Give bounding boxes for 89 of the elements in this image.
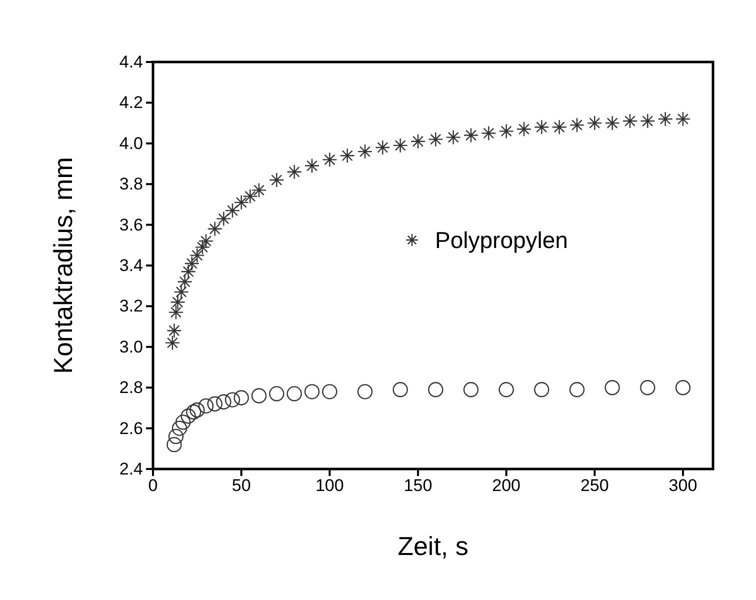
- point: [190, 248, 205, 263]
- y-tick-label: 2.4: [119, 459, 143, 478]
- point: [198, 233, 214, 249]
- point: [234, 194, 249, 210]
- point: [357, 384, 373, 400]
- point: [463, 128, 479, 143]
- y-tick-label: 4.4: [119, 52, 143, 72]
- point: [446, 130, 461, 145]
- point: [168, 304, 184, 320]
- point: [269, 386, 284, 402]
- point: [392, 138, 408, 154]
- point: [164, 335, 180, 350]
- x-tick-label: 300: [668, 476, 698, 496]
- point: [640, 380, 656, 396]
- point: [481, 126, 496, 141]
- point: [322, 384, 338, 400]
- point: [166, 436, 182, 452]
- point: [286, 164, 302, 180]
- point: [184, 256, 200, 272]
- point: [640, 113, 656, 129]
- point: [410, 134, 426, 149]
- point: [251, 388, 267, 404]
- y-tick-label: 2.8: [119, 378, 143, 398]
- point: [198, 398, 214, 414]
- point: [516, 122, 532, 137]
- point: [357, 144, 373, 160]
- y-tick-label: 4.0: [119, 134, 143, 153]
- point: [194, 240, 210, 255]
- point: [587, 115, 602, 131]
- y-tick-label: 3.0: [119, 337, 143, 356]
- point: [392, 382, 408, 398]
- point: [658, 111, 673, 127]
- x-tick-label: 250: [580, 476, 609, 496]
- point: [340, 148, 355, 164]
- point: [463, 382, 479, 398]
- point: [172, 420, 188, 436]
- point: [216, 394, 232, 410]
- point: [207, 221, 222, 236]
- point: [569, 382, 585, 398]
- point: [428, 382, 444, 398]
- point: [304, 158, 320, 174]
- point: [498, 124, 514, 139]
- point: [242, 188, 258, 204]
- y-tick-label: 3.2: [119, 296, 143, 316]
- y-tick-label: 2.6: [119, 418, 143, 438]
- point: [552, 120, 567, 135]
- point: [180, 408, 196, 424]
- y-tick-label: 3.8: [119, 174, 143, 194]
- x-tick-label: 100: [315, 476, 344, 496]
- point: [207, 396, 222, 412]
- x-axis-title: Zeit, s: [398, 531, 468, 561]
- point: [534, 382, 550, 398]
- x-tick-label: 50: [232, 476, 251, 496]
- point: [224, 202, 240, 218]
- point: [177, 274, 192, 290]
- point: [190, 402, 205, 418]
- point: [286, 386, 302, 402]
- point: [622, 113, 638, 129]
- x-tick-label: 150: [404, 476, 432, 496]
- x-tick-label: 200: [492, 476, 520, 496]
- point: [216, 211, 232, 226]
- point: [170, 294, 186, 310]
- point: [604, 380, 620, 396]
- point: [675, 111, 691, 127]
- point: [269, 172, 284, 188]
- point: [174, 284, 189, 300]
- point: [166, 323, 182, 338]
- y-tick-label: 3.4: [119, 256, 143, 275]
- point: [180, 264, 196, 280]
- point: [375, 140, 390, 156]
- point: [498, 382, 514, 398]
- point: [175, 414, 191, 430]
- x-tick-label: 0: [148, 476, 158, 496]
- y-tick-label: 4.2: [119, 93, 143, 112]
- point: [675, 380, 691, 396]
- point: [569, 117, 585, 133]
- point: [534, 120, 550, 135]
- point: [186, 404, 202, 420]
- point: [168, 428, 184, 444]
- point: [304, 384, 320, 400]
- point: [604, 115, 620, 131]
- point: [251, 182, 267, 198]
- point: [224, 392, 240, 408]
- point: [234, 390, 249, 406]
- y-tick-label: 3.6: [119, 215, 143, 234]
- legend-label: Polypropylen: [435, 227, 568, 253]
- point: [322, 152, 338, 168]
- point: [428, 132, 444, 147]
- y-axis-title: Kontaktradius, mm: [48, 157, 78, 374]
